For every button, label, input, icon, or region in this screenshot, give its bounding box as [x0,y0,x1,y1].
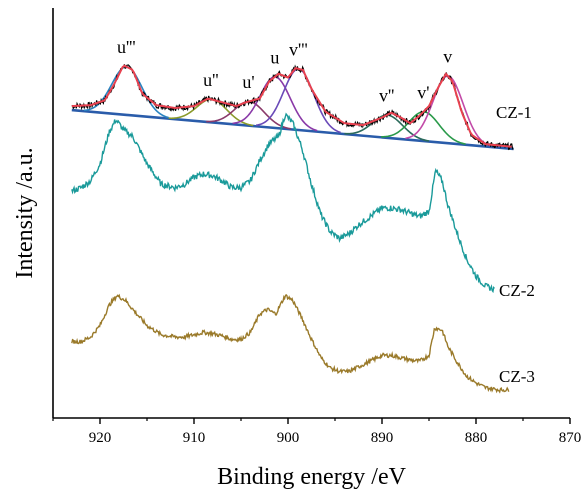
series-label-cz-2: CZ-2 [499,281,535,300]
peak-label: v'' [379,86,395,106]
series-label-cz-3: CZ-3 [499,367,535,386]
y-axis-title: Intensity /a.u. [12,147,38,278]
peak-label: u'' [203,70,219,90]
peak-label: u' [242,72,254,92]
x-tick-label: 920 [89,430,112,446]
peak-label: u [270,47,279,67]
peak-label: v [443,46,452,66]
peak-label: v' [417,82,429,102]
series-line-cz-3 [71,293,510,394]
x-tick-label: 910 [183,430,206,446]
cz1-raw-data [71,64,514,151]
cz1-fit-envelope [71,64,512,148]
x-tick-label: 900 [277,430,300,446]
x-tick-label: 890 [371,430,394,446]
x-ticks: 920 910 900 890 880 870 [52,418,582,446]
x-tick-label: 870 [559,430,582,446]
peak-label-layer: u''' u'' u' u v''' v'' v' v [117,37,452,105]
cz1-component-peak [83,65,169,119]
peak-label: v''' [289,39,308,59]
peak-label: u''' [117,37,136,57]
cz1-background-line [71,108,514,151]
series-line-cz-2 [71,112,495,294]
series-label-layer: CZ-1 CZ-2 CZ-3 [496,103,535,386]
series-label-cz-1: CZ-1 [496,103,532,122]
cz1-component-peak [255,67,341,134]
x-axis-title: Binding energy /eV [217,464,407,490]
plot-frame [52,8,570,419]
x-tick-label: 880 [465,430,488,446]
series-layer [71,64,514,394]
